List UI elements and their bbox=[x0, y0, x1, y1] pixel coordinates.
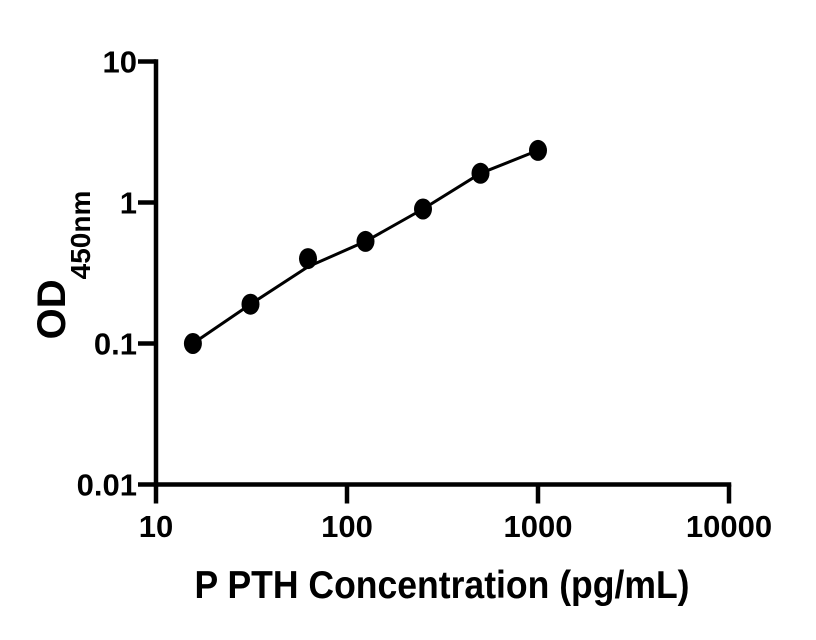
y-tick-label: 0.01 bbox=[77, 467, 137, 502]
x-tick-label: 10 bbox=[139, 509, 173, 544]
y-tick-label: 0.1 bbox=[94, 326, 137, 361]
data-point bbox=[414, 198, 432, 220]
tick-labels-layer: 10 100 1000 10000 10 1 0.1 0.01 bbox=[77, 44, 772, 544]
ticks-layer bbox=[138, 59, 732, 504]
data-point bbox=[241, 293, 260, 315]
x-tick-label: 1000 bbox=[504, 509, 573, 544]
data-point bbox=[356, 230, 375, 252]
series-layer bbox=[183, 139, 547, 354]
data-point bbox=[299, 248, 317, 270]
y-tick-label: 1 bbox=[120, 185, 137, 220]
y-axis-title: OD450nm bbox=[30, 191, 96, 340]
x-tick-label: 100 bbox=[321, 509, 373, 544]
data-point bbox=[471, 162, 490, 184]
y-axis-title-main: OD bbox=[30, 279, 74, 339]
x-tick-label: 10000 bbox=[686, 509, 772, 544]
data-point bbox=[529, 139, 547, 161]
axes-layer bbox=[153, 59, 732, 487]
y-axis-title-sub: 450nm bbox=[65, 191, 96, 280]
y-tick-label: 10 bbox=[103, 44, 137, 79]
x-axis-title: P PTH Concentration (pg/mL) bbox=[195, 564, 690, 607]
data-point bbox=[183, 333, 202, 354]
